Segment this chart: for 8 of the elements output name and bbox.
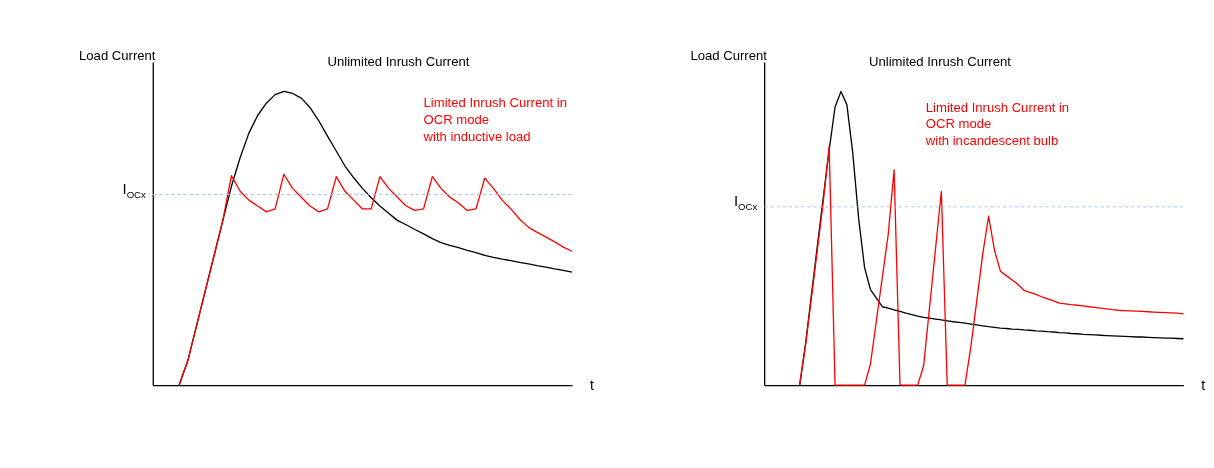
y-axis-title: Load Current [690,47,768,63]
text: Unlimited Inrush Current [869,53,1012,69]
y-axis-title: Load Current [79,47,156,63]
annotation: Limited Inrush Current in OCR mode with incandescent bulb [924,99,1070,148]
text: Unlimited Inrush Current [327,53,470,69]
x-axis-title: t [589,376,594,393]
annotation: Limited Inrush Current in OCR mode with inductive load [422,95,567,144]
x-axis-title: t [1201,376,1206,393]
